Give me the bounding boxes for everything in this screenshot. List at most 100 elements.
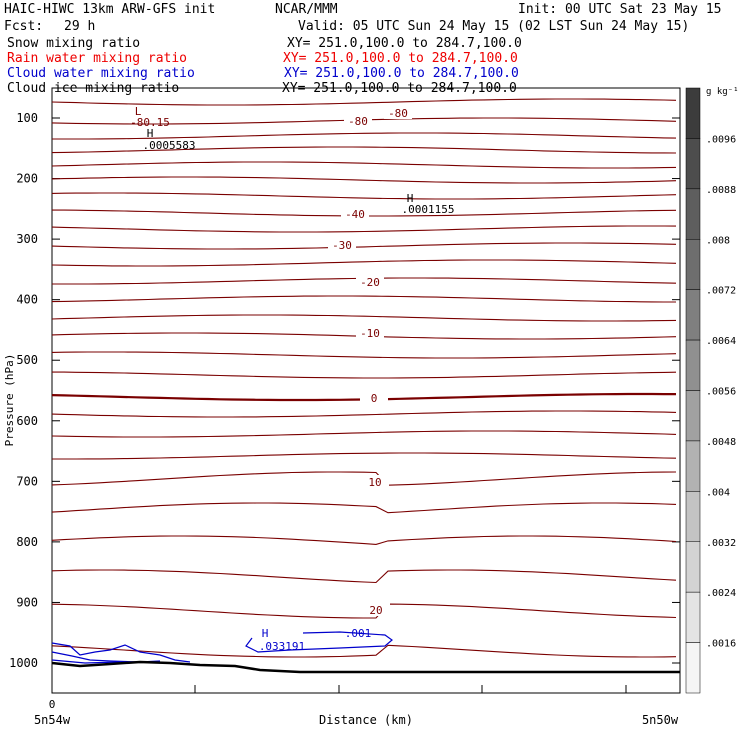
colorbar-swatch (685, 339, 701, 391)
extremum-value: -80.15 (130, 116, 170, 129)
y-tick-label: 800 (16, 535, 38, 549)
plot-frame (51, 87, 681, 694)
temperature-isotherm (51, 535, 677, 545)
extremum-marker: H (147, 127, 154, 140)
contour-label: -80 (388, 107, 408, 120)
temperature-isotherm (51, 225, 677, 233)
y-tick-label: 400 (16, 293, 38, 307)
temperature-isotherm (51, 242, 677, 250)
contour-label-bg (328, 238, 356, 251)
temperature-isotherm (51, 192, 677, 200)
contour-label-bg (344, 114, 372, 127)
extremum-marker: H (407, 192, 414, 205)
temperature-isotherm (51, 176, 677, 184)
colorbar-swatch (685, 390, 701, 442)
extremum-marker: L (135, 105, 142, 118)
y-tick-label: 300 (16, 232, 38, 246)
field-xy-rain: XY= 251.0,100.0 to 284.7,100.0 (283, 51, 518, 66)
temperature-isotherm (51, 351, 677, 359)
contour-label-bg (356, 326, 384, 339)
x-axis: 0 (49, 685, 627, 711)
contour-label-bg (356, 275, 384, 288)
init-time: Init: 00 UTC Sat 23 May 15 (518, 2, 722, 17)
plot-title: HAIC-HIWC 13km ARW-GFS init (4, 2, 216, 17)
colorbar: g kg⁻¹ .0096 .0088 .008 .0072 .0064 .0056 .0048… (685, 87, 739, 694)
forecast-hour: 29 h (64, 19, 96, 34)
contour-label: 0 (371, 392, 378, 405)
colorbar-swatch (685, 138, 701, 190)
temperature-isotherm (51, 410, 677, 418)
contour-label: -20 (360, 276, 380, 289)
contour-label: -30 (332, 239, 352, 252)
colorbar-tick-label: .0032 (706, 538, 736, 549)
temperature-isotherm (51, 471, 677, 486)
colorbar-swatch (685, 491, 701, 543)
temperature-isotherm (52, 132, 677, 140)
temperature-contour-labels: -80 -80 -40 -30 -20 -10 0 10 20 (328, 106, 412, 617)
y-tick-label: 500 (16, 353, 38, 367)
contour-label-bg (341, 207, 369, 220)
y-axis-label: Pressure (hPa) (3, 354, 16, 447)
colorbar-tick-label: .0048 (706, 437, 736, 448)
temperature-isotherm (51, 430, 677, 438)
temperature-isotherm (51, 259, 677, 267)
y-tick-label: 900 (16, 595, 38, 609)
x-tick-label: 0 (49, 698, 56, 711)
temperature-isotherm (51, 502, 677, 514)
temperature-isotherm (51, 146, 677, 154)
temperature-isotherm (51, 161, 677, 169)
field-xy-cloud-water: XY= 251.0,100.0 to 284.7,100.0 (284, 66, 519, 81)
contour-label-bg (361, 475, 389, 488)
temperature-isotherm (51, 295, 676, 303)
cloud-water-contour (245, 631, 393, 653)
colorbar-tick-label: .0064 (706, 336, 736, 347)
colorbar-tick-label: .0072 (706, 286, 736, 297)
colorbar-swatch (685, 239, 701, 290)
forecast-label: Fcst: (4, 19, 44, 34)
terrain-line (51, 660, 680, 674)
colorbar-tick-label: .008 (706, 235, 730, 246)
temperature-contours (51, 98, 677, 658)
extremum-value: .0001155 (402, 203, 455, 216)
colorbar-unit: g kg⁻¹ (706, 87, 739, 97)
field-xy-snow: XY= 251.0,100.0 to 284.7,100.0 (287, 36, 522, 51)
y-tick-label: 200 (16, 172, 38, 186)
cloud-water-contour (51, 642, 191, 663)
colorbar-tick-label: .004 (706, 487, 730, 498)
contour-label-bg (384, 106, 412, 119)
temperature-isotherm (52, 452, 677, 460)
colorbar-swatch (685, 440, 701, 492)
temperature-isotherm (51, 569, 677, 584)
colorbar-swatch (685, 188, 701, 240)
colorbar-swatch (685, 591, 701, 643)
temperature-isotherm (51, 98, 677, 106)
contour-label: -80 (348, 115, 368, 128)
colorbar-swatch (685, 541, 701, 593)
cloud-water-contour (51, 659, 121, 664)
contour-label: 20 (369, 604, 382, 617)
y-tick-label: 700 (16, 474, 38, 488)
colorbar-swatch (685, 289, 701, 341)
colorbar-swatch (685, 642, 701, 694)
colorbar-swatch (685, 87, 701, 139)
contour-label: -10 (360, 327, 380, 340)
field-name-rain: Rain water mixing ratio (7, 51, 188, 66)
cloud-water-contour (51, 651, 161, 663)
y-tick-label: 100 (16, 111, 38, 125)
colorbar-tick-label: .0016 (706, 639, 736, 650)
extremum-marker: H (262, 627, 269, 640)
cloud-water-label: .001 (345, 627, 372, 640)
x-left-endpoint: 5n54w (34, 713, 71, 727)
y-tick-label: 600 (16, 414, 38, 428)
valid-time: Valid: 05 UTC Sun 24 May 15 (02 LST Sun … (298, 19, 690, 34)
extremum-value: .033191 (259, 640, 305, 653)
colorbar-tick-label: .0024 (706, 588, 736, 599)
colorbar-tick-label: .0096 (706, 134, 736, 145)
contour-label-bg (360, 391, 388, 404)
temperature-isotherm (51, 644, 677, 658)
x-right-endpoint: 5n50w (642, 713, 679, 727)
extremum-value: .0005583 (143, 139, 196, 152)
